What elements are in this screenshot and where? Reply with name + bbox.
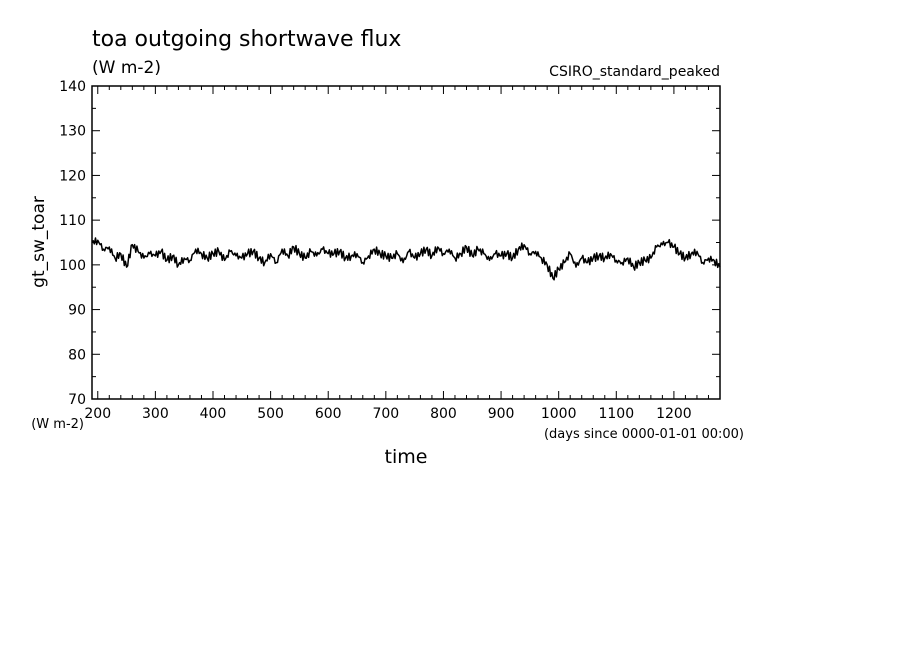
x-tick-label: 500: [257, 406, 284, 422]
x-tick-label: 700: [372, 406, 399, 422]
y-tick-label: 70: [68, 392, 86, 408]
x-axis-label: time: [385, 446, 428, 468]
y-tick-label: 100: [59, 258, 86, 274]
chart-title: toa outgoing shortwave flux: [92, 27, 401, 52]
x-tick-label: 900: [488, 406, 515, 422]
y-tick-label: 90: [68, 303, 86, 319]
y-axis-units: (W m-2): [31, 417, 84, 432]
x-tick-label: 300: [142, 406, 169, 422]
y-tick-label: 80: [68, 347, 86, 363]
x-tick-label: 800: [430, 406, 457, 422]
x-tick-label: 600: [315, 406, 342, 422]
x-tick-label: 1000: [541, 406, 577, 422]
y-tick-label: 140: [59, 79, 86, 95]
x-axis-units: (days since 0000-01-01 00:00): [544, 427, 744, 442]
y-tick-label: 120: [59, 168, 86, 184]
y-tick-label: 110: [59, 213, 86, 229]
series-line-gt-sw-toar: [91, 237, 721, 281]
y-axis-label: gt_sw_toar: [29, 196, 49, 288]
y-tick-label: 130: [59, 124, 86, 140]
chart-subtitle: (W m-2): [92, 58, 161, 78]
x-tick-label: 1200: [656, 406, 692, 422]
model-label: CSIRO_standard_peaked: [549, 64, 720, 80]
plot-frame: [91, 85, 721, 400]
x-axis: 200 300 400 500 600 700 800 900 1000 1100 1200: [84, 86, 721, 422]
x-tick-label: 200: [84, 406, 111, 422]
x-tick-label: 400: [200, 406, 227, 422]
x-tick-label: 1100: [598, 406, 634, 422]
y-axis: 70 80 90 100 110 120 130 140: [59, 79, 720, 408]
